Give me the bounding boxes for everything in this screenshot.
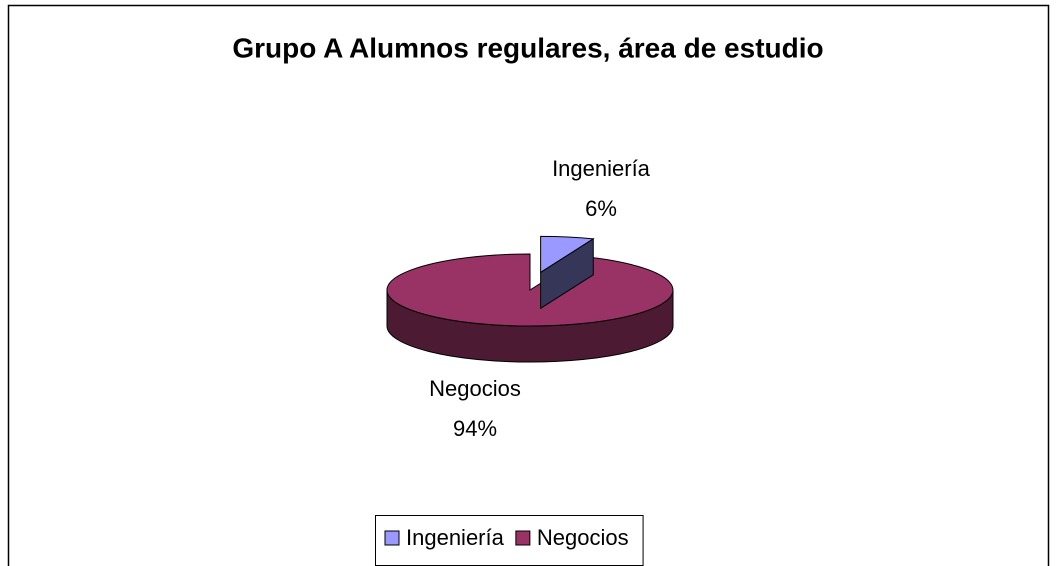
legend-label: Ingeniería bbox=[406, 525, 505, 550]
legend: Ingeniería Negocios bbox=[375, 515, 644, 566]
pie bbox=[386, 235, 674, 363]
chart-title: Grupo A Alumnos regulares, área de estud… bbox=[232, 32, 823, 63]
legend-swatch bbox=[515, 530, 531, 546]
pie-slice bbox=[540, 235, 595, 274]
data-label-name: Ingeniería bbox=[552, 156, 651, 181]
legend-swatch bbox=[384, 530, 400, 546]
pie-slice bbox=[386, 253, 674, 327]
chart-frame bbox=[7, 4, 1050, 566]
legend-label: Negocios bbox=[537, 525, 629, 550]
data-label-name: Negocios bbox=[429, 376, 521, 401]
legend-box bbox=[375, 515, 644, 566]
data-labels: Ingeniería 6% Negocios 94% bbox=[429, 156, 651, 441]
data-label-value: 94% bbox=[453, 416, 497, 441]
data-label-value: 6% bbox=[585, 196, 617, 221]
